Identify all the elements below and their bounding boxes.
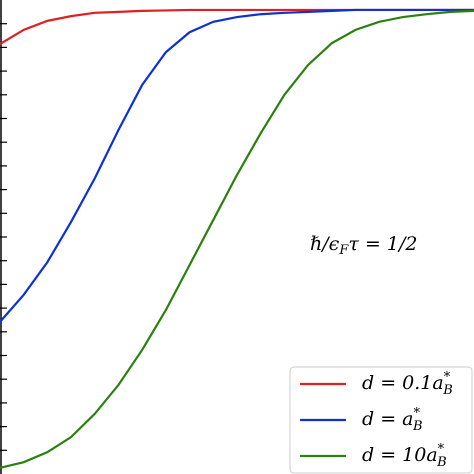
legend-label: d = 0.1a* B — [362, 370, 453, 398]
line-series — [0, 8, 474, 46]
legend-label: d = a* B — [362, 406, 423, 434]
line-series — [0, 9, 474, 469]
legend-label: d = 10a* B — [362, 442, 447, 470]
legend-box — [289, 366, 473, 474]
annotation: ℏ/ϵFτ = 1/2 — [310, 233, 417, 258]
line-series — [0, 8, 474, 323]
